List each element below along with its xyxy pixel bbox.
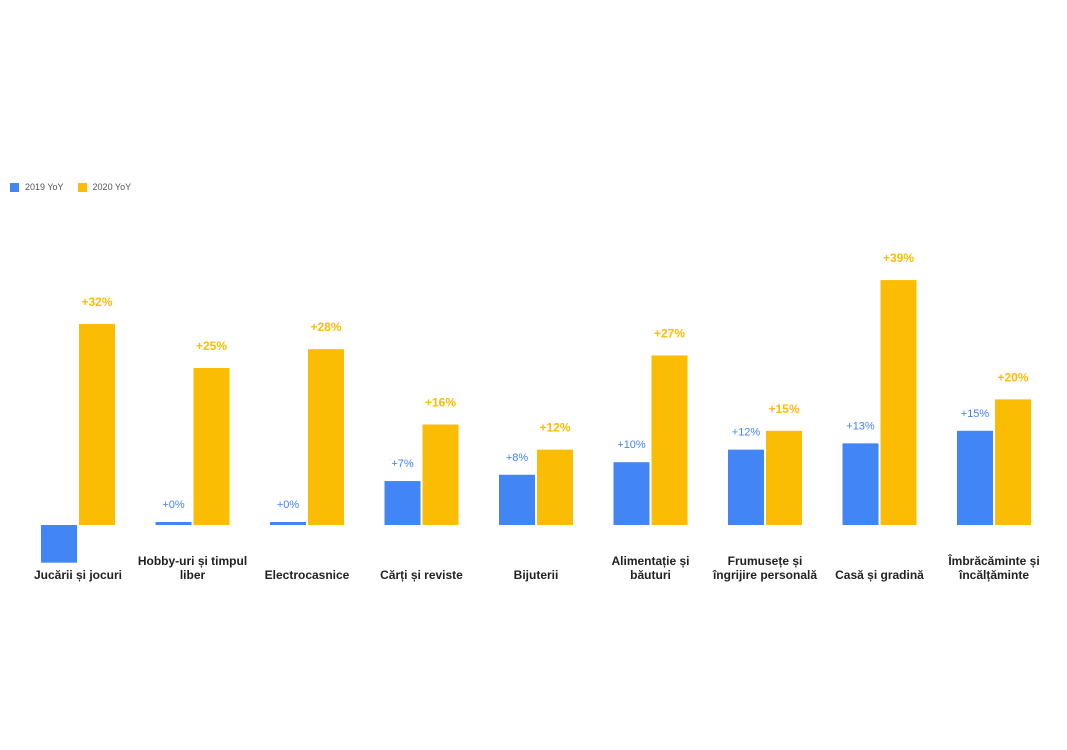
- data-label-2019-3: +7%: [391, 458, 414, 470]
- bar-2020-5: [651, 355, 688, 525]
- legend-item-2020: 2020 YoY: [77, 182, 132, 192]
- data-label-2020-6: +15%: [768, 402, 799, 416]
- data-label-2019-5: +10%: [617, 439, 646, 451]
- data-label-2019-1: +0%: [162, 499, 185, 511]
- bar-2019-1: [155, 522, 192, 525]
- data-label-2019-4: +8%: [506, 452, 529, 464]
- bar-2019-4: [499, 474, 535, 525]
- category-label-8: Îmbrăcăminte și încălțăminte: [947, 553, 1039, 582]
- bar-2020-8: [995, 399, 1031, 525]
- data-label-2019-7: +13%: [846, 420, 875, 432]
- bar-2019-6: [728, 449, 764, 525]
- bar-2019-0: [41, 525, 77, 563]
- data-label-2019-2: +0%: [277, 499, 300, 511]
- data-label-2020-5: +27%: [654, 326, 685, 340]
- bar-2020-4: [537, 449, 573, 525]
- category-label-6: Frumusețe și îngrijire personală: [712, 554, 817, 582]
- chart-legend: 2019 YoY 2020 YoY: [10, 182, 145, 192]
- category-label-7: Casă și gradină: [835, 568, 924, 582]
- bar-2020-1: [193, 368, 230, 525]
- bar-2019-8: [957, 430, 993, 525]
- data-label-2020-0: +32%: [81, 295, 112, 309]
- bar-2019-2: [270, 522, 306, 525]
- category-label-0: Jucării și jocuri: [34, 568, 122, 582]
- data-label-2020-8: +20%: [997, 370, 1028, 384]
- category-label-1: Hobby-uri și timpul liber: [138, 554, 247, 582]
- category-label-4: Bijuterii: [514, 568, 559, 582]
- legend-swatch-2020: [77, 182, 87, 192]
- legend-swatch-2019: [10, 182, 19, 192]
- bar-2020-0: [79, 324, 115, 525]
- legend-label-2019: 2019 YoY: [25, 182, 64, 192]
- bar-2020-6: [766, 430, 802, 525]
- bar-2020-7: [880, 280, 917, 525]
- data-label-2020-7: +39%: [883, 251, 914, 265]
- data-label-2020-1: +25%: [196, 339, 227, 353]
- category-label-5: Alimentație și băuturi: [611, 554, 689, 582]
- bar-2019-5: [613, 462, 650, 525]
- legend-label-2020: 2020 YoY: [92, 182, 132, 192]
- bar-2019-7: [842, 443, 879, 525]
- category-label-2: Electrocasnice: [265, 568, 350, 582]
- data-label-2019-6: +12%: [732, 427, 761, 439]
- bar-2019-3: [384, 481, 421, 525]
- data-label-2020-2: +28%: [310, 320, 341, 334]
- bar-2020-2: [308, 349, 344, 525]
- category-label-3: Cărți și reviste: [380, 568, 463, 582]
- bar-2020-3: [422, 424, 459, 525]
- data-label-2019-8: +15%: [961, 408, 990, 420]
- data-label-2020-3: +16%: [425, 396, 456, 410]
- legend-item-2019: 2019 YoY: [10, 182, 64, 192]
- data-label-2020-4: +12%: [539, 421, 570, 435]
